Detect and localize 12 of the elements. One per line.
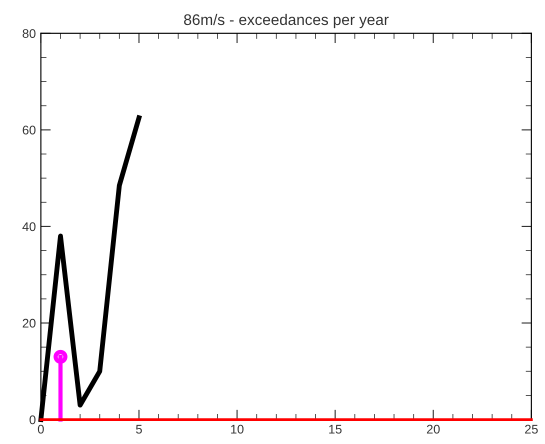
y-tick-label: 40 (22, 222, 36, 232)
x-tick-label: 15 (329, 424, 342, 434)
x-tick-label: 25 (525, 424, 538, 434)
y-tick-label: 80 (22, 29, 36, 38)
y-tick-label: 0 (30, 415, 36, 424)
x-tick-label: 0 (38, 424, 44, 434)
x-tick-label: 5 (136, 424, 142, 434)
y-tick-label: 60 (22, 126, 36, 135)
x-tick-label: 10 (231, 424, 244, 434)
x-tick-label: 20 (426, 424, 440, 434)
chart-title: 86m/s - exceedances per year (184, 14, 389, 28)
y-tick-label: 20 (22, 318, 36, 328)
